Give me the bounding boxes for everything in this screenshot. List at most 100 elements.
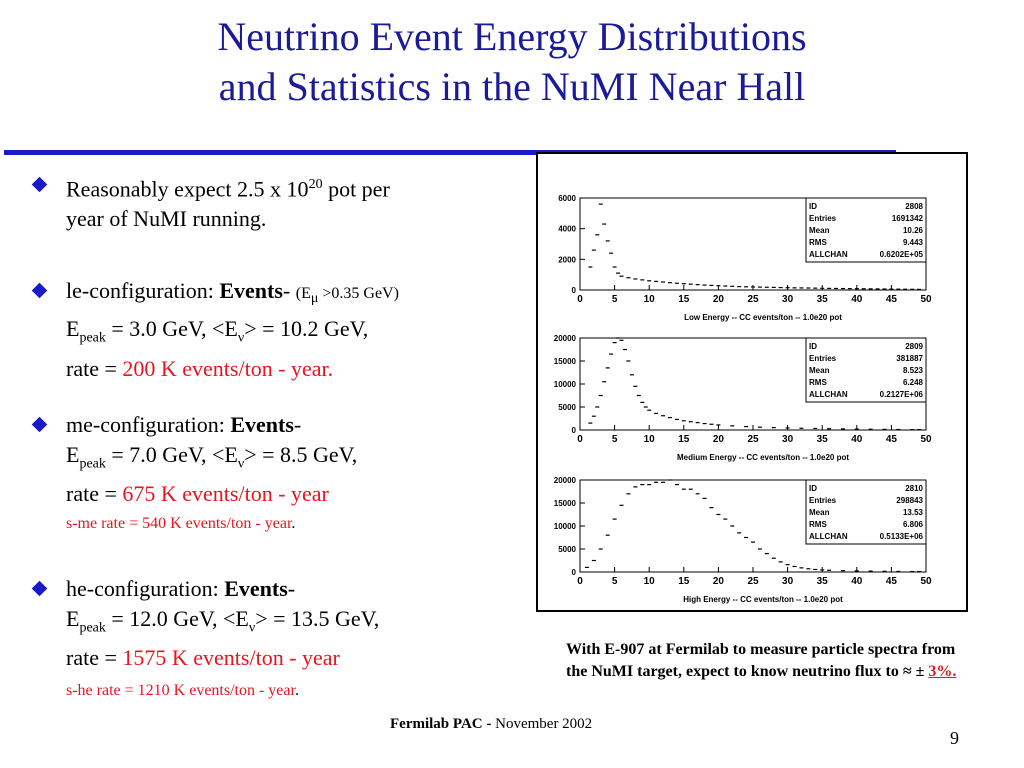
diamond-bullet-icon: [31, 580, 48, 597]
bullet-le-configuration: le-configuration: Events- (Eμ >0.35 GeV)…: [30, 276, 546, 384]
title-line-1: Neutrino Event Energy Distributions: [217, 14, 807, 59]
stats-label: Mean: [809, 366, 830, 375]
caption-value: 3%.: [928, 663, 957, 680]
me-events: Events: [230, 412, 294, 437]
x-tick-label: 20: [713, 576, 725, 587]
he-prefix: he-configuration:: [66, 576, 225, 601]
x-tick-label: 45: [886, 294, 898, 305]
diamond-bullet-icon: [31, 176, 48, 193]
caption-approx: ≈ ±: [902, 663, 929, 680]
x-tick-label: 15: [678, 434, 690, 445]
pot-text-2: pot per: [322, 176, 390, 202]
le-prefix: le-configuration:: [66, 278, 220, 303]
page-number: 9: [950, 728, 959, 748]
x-tick-label: 5: [612, 576, 618, 587]
x-tick-label: 10: [644, 294, 656, 305]
stats-label: Mean: [809, 508, 830, 517]
stats-label: ID: [809, 484, 817, 493]
he-rate: rate = 1575 K events/ton - year: [66, 645, 340, 671]
x-tick-label: 40: [851, 434, 863, 445]
stats-label: ALLCHAN: [809, 532, 848, 541]
le-rate: rate = 200 K events/ton - year.: [66, 355, 334, 381]
x-tick-label: 10: [644, 576, 656, 587]
x-tick-label: 30: [782, 294, 794, 305]
stats-value: 13.53: [903, 508, 924, 517]
he-epeak: Epeak = 12.0 GeV, <Eν> = 13.5 GeV,: [66, 606, 380, 636]
x-tick-label: 0: [577, 294, 583, 305]
stats-label: Entries: [809, 214, 837, 223]
plot-title: Medium Energy -- CC events/ton -- 1.0e20…: [677, 453, 849, 462]
me-prefix: me-configuration:: [66, 412, 231, 437]
pot-text-1: Reasonably expect 2.5 x 10: [66, 176, 309, 202]
stats-value: 0.2127E+06: [880, 390, 924, 399]
x-tick-label: 50: [920, 294, 932, 305]
y-tick-label: 6000: [558, 194, 576, 203]
me-rate: rate = 675 K events/ton - year: [66, 481, 329, 507]
stats-value: 0.6202E+05: [880, 250, 924, 259]
footer-date: November 2002: [495, 716, 593, 732]
stats-label: RMS: [809, 520, 827, 529]
bullet-he-configuration: he-configuration: Events- Epeak = 12.0 G…: [30, 574, 546, 706]
pot-text-line2: year of NuMI running.: [66, 206, 267, 232]
stats-value: 2810: [905, 484, 923, 493]
le-dash: -: [282, 278, 296, 303]
x-tick-label: 40: [851, 576, 863, 587]
x-tick-label: 25: [747, 294, 759, 305]
stats-value: 9.443: [903, 238, 924, 247]
y-tick-label: 20000: [554, 334, 577, 343]
title-divider: [4, 150, 896, 155]
stats-box: [805, 479, 927, 545]
x-tick-label: 50: [920, 576, 932, 587]
stats-value: 0.5133E+06: [880, 532, 924, 541]
y-tick-label: 10000: [554, 522, 577, 531]
le-events: Events: [219, 278, 283, 303]
stats-value: 10.26: [903, 226, 924, 235]
slide-title: Neutrino Event Energy Distributions and …: [0, 12, 1024, 112]
stats-label: ID: [809, 342, 817, 351]
stats-label: Entries: [809, 354, 837, 363]
x-tick-label: 20: [713, 434, 725, 445]
x-tick-label: 35: [817, 434, 829, 445]
bullet-pot-expectation: Reasonably expect 2.5 x 1020 pot per yea…: [30, 170, 546, 234]
x-tick-label: 45: [886, 576, 898, 587]
he-s-rate: s-he rate = 1210 K events/ton - year.: [66, 682, 299, 700]
stats-value: 2809: [905, 342, 923, 351]
x-tick-label: 35: [817, 294, 829, 305]
me-rate-value: 675 K events/ton - year: [122, 481, 329, 507]
stats-label: Mean: [809, 226, 830, 235]
stats-value: 1691342: [892, 214, 924, 223]
diamond-bullet-icon: [31, 416, 48, 433]
stats-value: 6.806: [903, 520, 924, 529]
x-tick-label: 25: [747, 434, 759, 445]
x-tick-label: 45: [886, 434, 898, 445]
stats-box: [805, 337, 927, 403]
x-tick-label: 15: [678, 294, 690, 305]
x-tick-label: 40: [851, 294, 863, 305]
x-tick-label: 0: [577, 434, 583, 445]
me-epeak: Epeak = 7.0 GeV, <Eν> = 8.5 GeV,: [66, 442, 358, 472]
stats-label: RMS: [809, 378, 827, 387]
y-tick-label: 0: [572, 286, 577, 295]
me-s-rate: s-me rate = 540 K events/ton - year.: [66, 515, 296, 533]
y-tick-label: 10000: [554, 380, 577, 389]
stats-value: 8.523: [903, 366, 924, 375]
y-tick-label: 2000: [558, 255, 576, 264]
y-tick-label: 5000: [558, 403, 576, 412]
y-tick-label: 15000: [554, 357, 577, 366]
stats-box: [805, 197, 927, 263]
x-tick-label: 0: [577, 576, 583, 587]
histogram-panel: 0 5 10 15 20 25 30 35 40 45 50 0 2000 4000 6000 ID 2808 E…: [536, 152, 968, 612]
diamond-bullet-icon: [31, 282, 48, 299]
x-tick-label: 15: [678, 576, 690, 587]
stats-value: 298843: [896, 496, 923, 505]
stats-label: ALLCHAN: [809, 250, 848, 259]
le-epeak: Epeak = 3.0 GeV, <Eν> = 10.2 GeV,: [66, 316, 369, 346]
x-tick-label: 20: [713, 294, 725, 305]
x-tick-label: 50: [920, 434, 932, 445]
le-rate-value: 200 K events/ton - year.: [122, 355, 334, 381]
y-tick-label: 5000: [558, 545, 576, 554]
bullet-me-configuration: me-configuration: Events- Epeak = 7.0 Ge…: [30, 410, 546, 536]
y-tick-label: 0: [572, 426, 577, 435]
plot-title: Low Energy -- CC events/ton -- 1.0e20 po…: [684, 313, 842, 322]
x-tick-label: 5: [612, 434, 618, 445]
